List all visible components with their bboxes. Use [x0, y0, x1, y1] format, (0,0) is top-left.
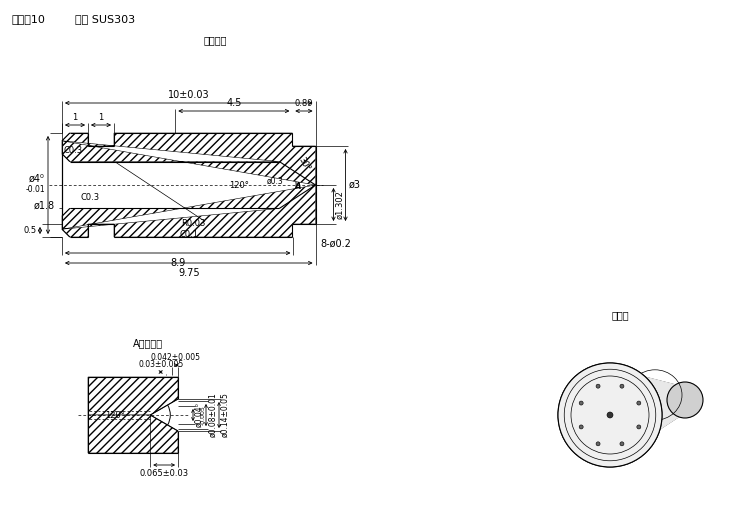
Text: ø0.3: ø0.3 [266, 176, 284, 186]
Text: 8.9: 8.9 [170, 258, 185, 268]
Ellipse shape [620, 384, 624, 388]
Text: ø0.08±0.01: ø0.08±0.01 [208, 393, 217, 437]
Ellipse shape [579, 401, 584, 405]
Text: ø1.8: ø1.8 [34, 200, 55, 210]
Ellipse shape [558, 363, 662, 467]
Text: 10±0.03: 10±0.03 [168, 90, 209, 100]
Text: A: A [295, 182, 302, 191]
Text: ø3: ø3 [349, 180, 361, 190]
Text: ø1.302: ø1.302 [335, 190, 344, 219]
Text: 1: 1 [98, 113, 104, 122]
Text: R0.03: R0.03 [182, 219, 206, 228]
Ellipse shape [637, 401, 640, 405]
Ellipse shape [637, 401, 640, 405]
Text: 30°: 30° [296, 156, 311, 173]
Text: ø0.04⁰: ø0.04⁰ [195, 403, 204, 427]
Text: C0.1: C0.1 [179, 230, 198, 239]
Text: 0.89: 0.89 [295, 99, 314, 108]
Text: 8-ø0.2: 8-ø0.2 [320, 239, 351, 249]
Text: 0.065±0.03: 0.065±0.03 [140, 469, 189, 478]
Polygon shape [62, 133, 316, 185]
Text: 9.75: 9.75 [178, 268, 200, 278]
Text: A部拡大図: A部拡大図 [133, 338, 163, 348]
Polygon shape [610, 368, 685, 462]
Text: 材質 SUS303: 材質 SUS303 [75, 14, 135, 24]
Text: ø0.14±0.05: ø0.14±0.05 [221, 393, 230, 437]
Text: 120°: 120° [230, 181, 249, 190]
Ellipse shape [579, 401, 584, 405]
Text: 4.5: 4.5 [226, 98, 242, 108]
Text: 120°: 120° [106, 411, 125, 420]
Polygon shape [88, 377, 178, 415]
Ellipse shape [637, 425, 640, 429]
Ellipse shape [667, 382, 703, 418]
Text: 製品例10: 製品例10 [12, 14, 46, 24]
Text: 1: 1 [72, 113, 78, 122]
Ellipse shape [596, 384, 600, 388]
Ellipse shape [620, 442, 624, 446]
Ellipse shape [607, 412, 613, 418]
Ellipse shape [558, 363, 662, 467]
Text: 縦断面図: 縦断面図 [203, 35, 226, 45]
Text: ø4⁰: ø4⁰ [29, 174, 45, 184]
Ellipse shape [596, 384, 600, 388]
Ellipse shape [620, 384, 624, 388]
Ellipse shape [596, 442, 600, 446]
Text: C0.3: C0.3 [63, 146, 82, 155]
Text: 0.03±0.005: 0.03±0.005 [138, 360, 183, 369]
Ellipse shape [579, 425, 584, 429]
Polygon shape [62, 185, 316, 237]
Text: -0.005: -0.005 [201, 405, 206, 425]
Text: -0.01: -0.01 [26, 184, 45, 193]
Ellipse shape [620, 442, 624, 446]
Ellipse shape [579, 425, 584, 429]
Ellipse shape [596, 442, 600, 446]
Ellipse shape [637, 425, 640, 429]
Text: C0.3: C0.3 [80, 193, 99, 202]
Text: 斜視図: 斜視図 [611, 310, 628, 320]
Polygon shape [88, 415, 178, 453]
Text: 0.5: 0.5 [24, 226, 37, 235]
Text: 0.042±0.005: 0.042±0.005 [150, 353, 200, 362]
Ellipse shape [607, 412, 613, 418]
